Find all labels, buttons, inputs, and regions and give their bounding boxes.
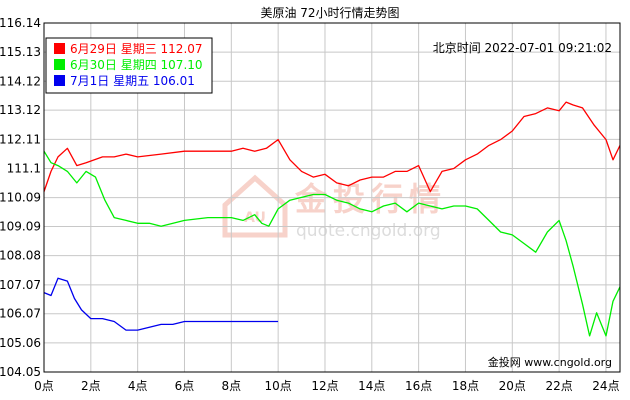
tick-labels: 104.05 105.06 106.07 107.07 108.08 109.09 110.… xyxy=(0,16,620,393)
y-tick-label: 105.06 xyxy=(0,336,41,350)
x-tick-label: 14点 xyxy=(358,379,385,393)
legend-swatch-2 xyxy=(54,59,65,70)
legend-box xyxy=(45,37,213,94)
y-tick-label: 106.07 xyxy=(0,307,41,321)
watermark-text: 金投行情 xyxy=(294,180,447,218)
x-tick-label: 0点 xyxy=(34,379,54,393)
y-tick-label: 108.08 xyxy=(0,249,41,263)
legend-label-1: 6月29日 星期三 112.07 xyxy=(70,42,203,56)
x-tick-label: 2点 xyxy=(81,379,101,393)
timestamp-text: 北京时间 2022-07-01 09:21:02 xyxy=(433,41,612,55)
watermark: AU 金投行情 quote.cngold.org xyxy=(222,174,447,241)
x-tick-label: 12点 xyxy=(311,379,338,393)
y-tick-label: 112.11 xyxy=(0,132,41,146)
x-tick-label: 16点 xyxy=(405,379,432,393)
y-tick-label: 114.12 xyxy=(0,74,41,88)
y-tick-label: 115.13 xyxy=(0,45,41,59)
y-tick-label: 107.07 xyxy=(0,278,41,292)
x-tick-label: 20点 xyxy=(499,379,526,393)
y-tick-label: 111.1 xyxy=(7,161,41,175)
footer-text: 金投网 www.cngold.org xyxy=(488,355,612,369)
watermark-url: quote.cngold.org xyxy=(296,221,441,241)
x-tick-label: 24点 xyxy=(592,379,619,393)
x-tick-label: 6点 xyxy=(175,379,195,393)
legend: 6月29日 星期三 112.07 6月30日 星期四 107.10 7月1日 星期五… xyxy=(45,37,213,94)
x-tick-label: 18点 xyxy=(452,379,479,393)
y-tick-label: 113.12 xyxy=(0,103,41,117)
legend-swatch-3 xyxy=(54,75,65,86)
y-tick-label: 110.09 xyxy=(0,191,41,205)
x-tick-label: 22点 xyxy=(545,379,572,393)
logo-icon xyxy=(222,174,288,238)
plot-frame xyxy=(43,22,621,373)
legend-label-3: 7月1日 星期五 106.01 xyxy=(70,74,195,88)
y-tick-label: 104.05 xyxy=(0,365,41,379)
series-line-3 xyxy=(43,277,279,331)
series-line-1 xyxy=(43,101,621,193)
x-tick-label: 4点 xyxy=(128,379,148,393)
x-tick-label: 10点 xyxy=(265,379,292,393)
y-tick-label: 116.14 xyxy=(0,16,41,30)
legend-label-2: 6月30日 星期四 107.10 xyxy=(70,58,203,72)
chart-title: 美原油 72小时行情走势图 xyxy=(260,6,399,20)
series-lines xyxy=(43,101,621,337)
y-tick-label: 109.09 xyxy=(0,220,41,234)
legend-swatch-1 xyxy=(54,43,65,54)
series-line-2 xyxy=(43,150,621,337)
x-tick-label: 8点 xyxy=(221,379,241,393)
